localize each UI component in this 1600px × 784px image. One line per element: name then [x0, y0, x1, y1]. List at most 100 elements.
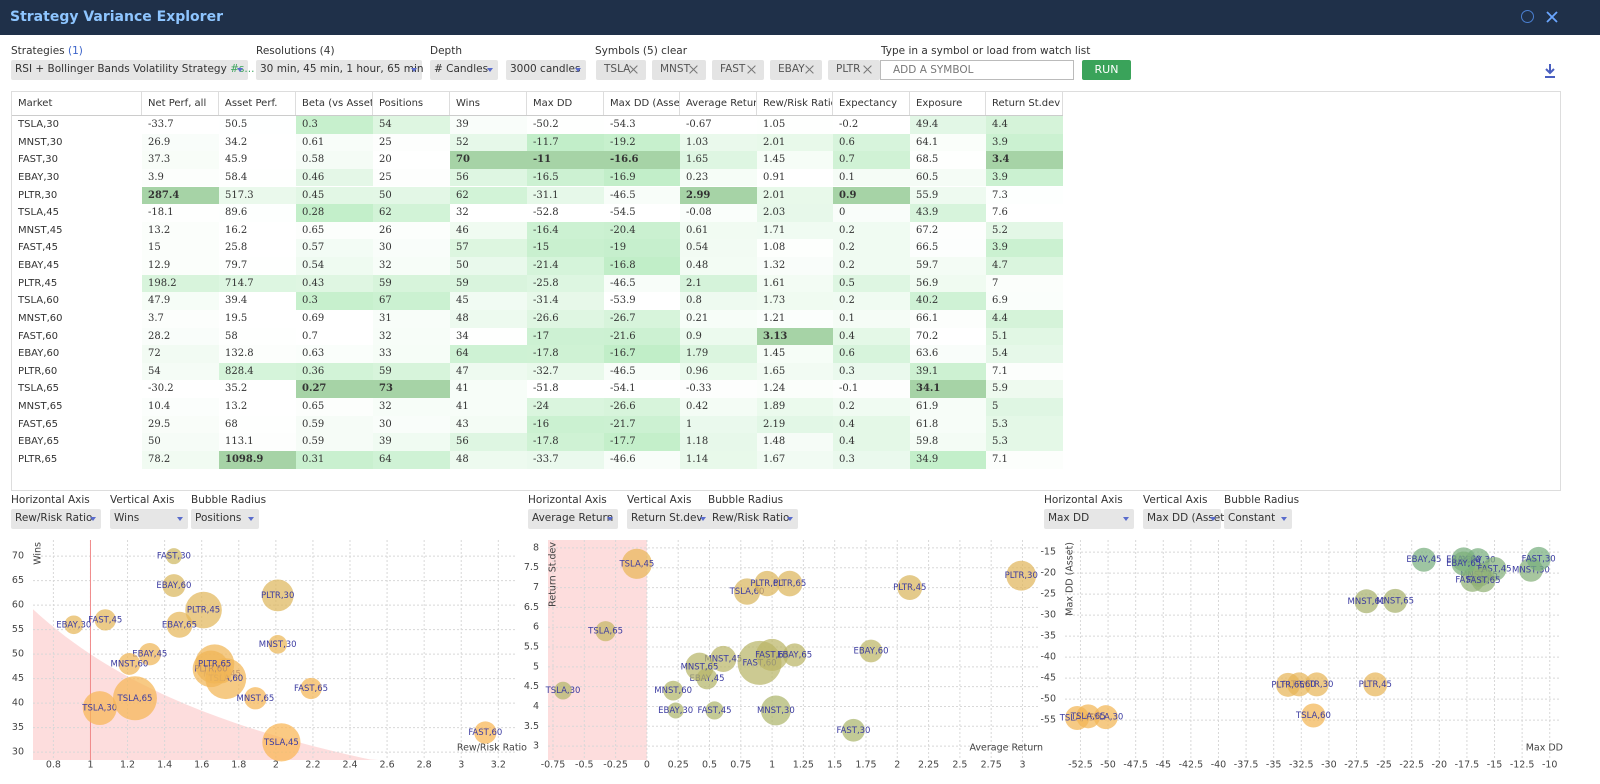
x-tick-label: 2.2	[305, 760, 320, 771]
table-cell: 0.31	[296, 450, 373, 469]
bubble-label: TSLA,60	[207, 674, 243, 684]
table-cell: 0.69	[296, 309, 373, 328]
close-icon[interactable]	[1545, 10, 1559, 24]
table-cell: 45.9	[219, 151, 296, 169]
table-cell: 0.6	[833, 345, 910, 363]
table-cell: 47.9	[142, 292, 219, 310]
column-header: Expectancy	[833, 92, 910, 115]
symbol-chip[interactable]: EBAY	[770, 60, 822, 80]
table-cell: 37.3	[142, 151, 219, 169]
bubble	[1006, 560, 1037, 591]
bubble-label: FAST,45	[1478, 564, 1512, 574]
x-tick-label: 1.2	[120, 760, 135, 771]
table-cell: 0.1	[833, 168, 910, 187]
x-tick-label: 1.75	[855, 760, 876, 771]
table-cell: 5.2	[986, 221, 1063, 240]
table-cell: 3.7	[142, 309, 219, 328]
label-text: Symbols (5)	[595, 45, 658, 57]
y-tick-label: 3	[533, 741, 539, 752]
depth-mode-dropdown[interactable]: # Candles	[430, 60, 498, 80]
table-cell: 0.2	[833, 221, 910, 240]
x-tick-label: 1.25	[793, 760, 814, 771]
table-cell: 7.6	[986, 204, 1063, 222]
depth-dropdown[interactable]: 3000 candles	[506, 60, 586, 80]
table-cell: 0.27	[296, 380, 373, 399]
table-cell: 0.6	[833, 133, 910, 152]
table-cell: 47	[450, 362, 527, 381]
table-cell: 0.2	[833, 239, 910, 257]
table-cell: -0.33	[680, 380, 757, 399]
table-cell: 39	[373, 433, 450, 451]
table-cell: -26.6	[604, 398, 680, 416]
y-tick-label: 5	[533, 661, 539, 672]
bubble	[685, 652, 714, 682]
table-cell: 1.65	[680, 151, 757, 169]
x-tick-label: 3.2	[491, 760, 506, 771]
help-icon[interactable]	[1521, 10, 1534, 23]
bubble-label: FAST,60	[743, 658, 777, 668]
vertical-axis-dropdown[interactable]: Max DD (Asset)	[1143, 509, 1228, 529]
strategy-tag: #s...	[230, 63, 255, 75]
x-tick-label: 3	[458, 760, 464, 771]
symbol-input[interactable]: ADD A SYMBOL	[880, 60, 1074, 80]
bubble	[595, 621, 616, 642]
download-icon[interactable]	[1543, 63, 1557, 79]
table-cell: 1.21	[757, 309, 833, 328]
clear-link[interactable]: clear	[661, 45, 688, 57]
table-cell: 0.28	[296, 204, 373, 222]
table-cell: 1.45	[757, 345, 833, 363]
table-cell: -16.8	[604, 257, 680, 275]
bubble-label: PLTR,65	[1271, 680, 1304, 690]
table-cell: -46.5	[604, 274, 680, 293]
table-cell: 0.7	[833, 151, 910, 169]
table-cell: 28.2	[142, 327, 219, 346]
table-cell: 0.2	[833, 257, 910, 275]
y-tick-label: 7.5	[524, 562, 539, 573]
table-cell: 1	[680, 415, 757, 434]
symbol-chip[interactable]: PLTR	[828, 60, 880, 80]
table-cell: -52.8	[527, 204, 604, 222]
radius-axis-dropdown[interactable]: Positions	[191, 509, 259, 529]
symbol-chip[interactable]: MNST	[652, 60, 706, 80]
radius-axis-label: Bubble Radius	[1224, 494, 1300, 506]
horizontal-axis-dropdown[interactable]: Average Return	[528, 509, 618, 529]
radius-axis-label: Bubble Radius	[708, 494, 784, 506]
horizontal-axis-dropdown[interactable]: Rew/Risk Ratio	[11, 509, 101, 529]
market-cell: PLTR,65	[12, 450, 142, 469]
bubble-label: MNST,45	[1460, 570, 1498, 580]
vertical-axis-dropdown[interactable]: Return St.dev	[627, 509, 711, 529]
bubble-label: TSLA,65	[587, 627, 623, 637]
table-cell: 70	[450, 151, 527, 169]
bubble-label: FAST,60	[1455, 575, 1489, 585]
table-cell: 1.14	[680, 450, 757, 469]
table-cell: 0.3	[833, 450, 910, 469]
table-cell: -54.3	[604, 116, 680, 134]
radius-axis-dropdown[interactable]: Rew/Risk Ratio	[708, 509, 798, 529]
table-cell: 56.9	[910, 274, 986, 293]
market-cell: PLTR,45	[12, 274, 142, 293]
resolutions-dropdown[interactable]: 30 min, 45 min, 1 hour, 65 min	[256, 60, 424, 80]
table-cell: 0.4	[833, 433, 910, 451]
table-cell: -31.4	[527, 292, 604, 310]
table-cell: 0.57	[296, 239, 373, 257]
table-cell: 5.3	[986, 415, 1063, 434]
table-cell: 0.21	[680, 309, 757, 328]
table-cell: 0.3	[833, 362, 910, 381]
bubble	[162, 574, 186, 598]
table-cell: 0.59	[296, 433, 373, 451]
x-tick-label: 1.6	[194, 760, 209, 771]
y-tick-label: 8	[533, 542, 539, 553]
table-cell: 72	[142, 345, 219, 363]
strategy-dropdown[interactable]: RSI + Bollinger Bands Volatility Strateg…	[11, 60, 254, 80]
symbol-chip[interactable]: FAST	[712, 60, 764, 80]
market-cell: EBAY,65	[12, 433, 142, 451]
bubble	[1460, 567, 1485, 592]
y-tick-label: 55	[12, 624, 24, 635]
market-cell: FAST,30	[12, 151, 142, 169]
symbol-chip[interactable]: TSLA	[596, 60, 646, 80]
vertical-axis-dropdown[interactable]: Wins	[110, 509, 188, 529]
run-button[interactable]: RUN	[1082, 60, 1131, 80]
bubble-label: FAST,30	[157, 552, 191, 562]
radius-axis-dropdown[interactable]: Constant	[1224, 509, 1292, 529]
horizontal-axis-dropdown[interactable]: Max DD	[1044, 509, 1134, 529]
